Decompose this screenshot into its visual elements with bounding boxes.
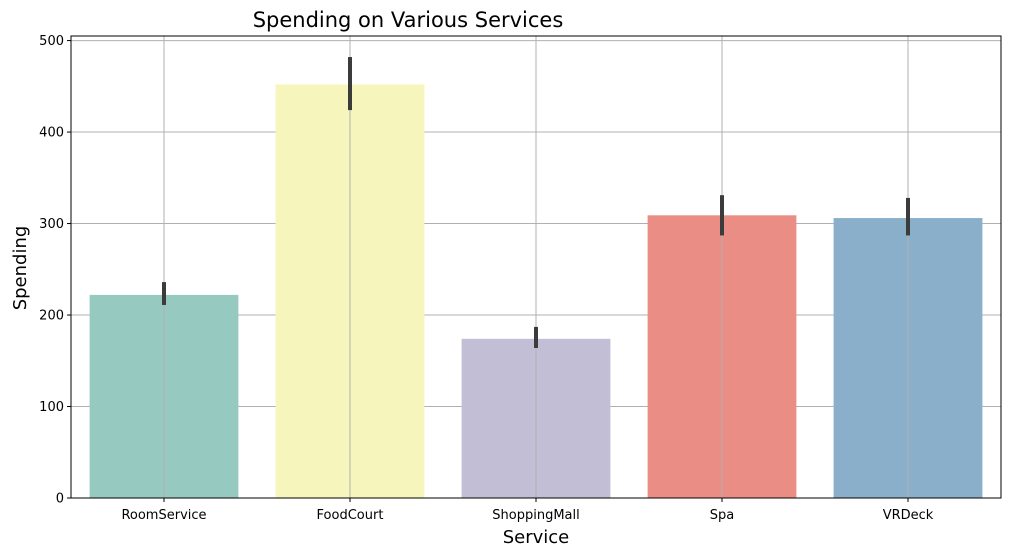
x-grid xyxy=(163,36,909,498)
y-tick-label: 500 xyxy=(39,34,64,49)
y-tick-label: 200 xyxy=(39,309,64,324)
x-axis-title: Service xyxy=(503,527,570,548)
y-tick-label: 400 xyxy=(39,126,64,141)
x-tick-label: RoomService xyxy=(121,508,206,523)
error-bars xyxy=(162,57,910,348)
chart-title: Spending on Various Services xyxy=(253,8,564,32)
x-tick-label: ShoppingMall xyxy=(492,508,579,523)
x-tick-label: VRDeck xyxy=(883,508,934,523)
y-tick-label: 300 xyxy=(39,217,64,232)
y-tick-label: 100 xyxy=(39,400,64,415)
x-tick-label: FoodCourt xyxy=(317,508,384,523)
ticks: 0 100 200 300 400 500 RoomService FoodCourt Shop… xyxy=(39,34,934,523)
y-tick-label: 0 xyxy=(56,492,64,507)
y-axis-title: Spending xyxy=(10,226,31,311)
x-tick-label: Spa xyxy=(710,508,734,523)
